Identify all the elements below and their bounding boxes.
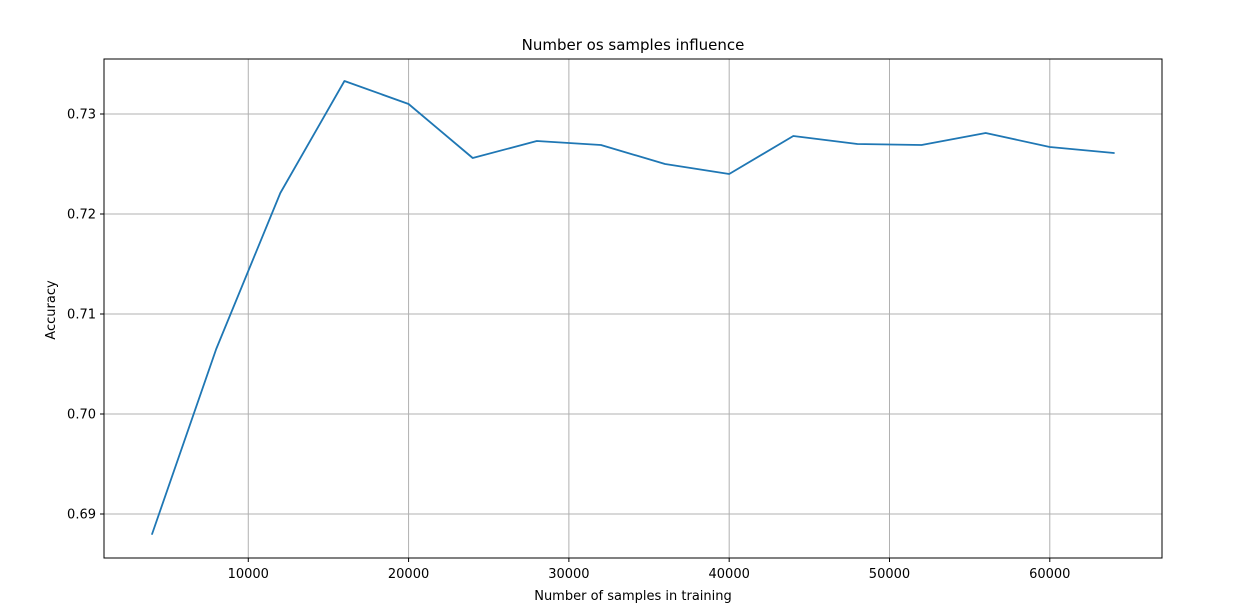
y-tick-label: 0.73 <box>67 108 96 123</box>
y-tick-label: 0.70 <box>67 408 96 423</box>
chart-title: Number os samples influence <box>522 36 745 54</box>
ticks-layer: 10000 20000 30000 40000 50000 60000 0.69 0.70 0.… <box>67 108 1070 583</box>
x-tick-label: 20000 <box>388 567 429 582</box>
y-tick-label: 0.69 <box>67 508 96 523</box>
y-tick-label: 0.72 <box>67 208 96 223</box>
y-axis-label: Accuracy <box>44 280 59 340</box>
x-tick-label: 60000 <box>1029 567 1070 582</box>
grid-layer <box>104 59 1162 558</box>
x-axis-label: Number of samples in training <box>534 589 732 604</box>
x-tick-label: 30000 <box>548 567 589 582</box>
x-tick-label: 10000 <box>228 567 269 582</box>
y-tick-label: 0.71 <box>67 308 96 323</box>
plot-frame <box>103 58 1163 559</box>
series-line <box>151 80 1115 535</box>
series-layer <box>151 80 1115 535</box>
x-tick-label: 40000 <box>709 567 750 582</box>
x-tick-label: 50000 <box>869 567 910 582</box>
